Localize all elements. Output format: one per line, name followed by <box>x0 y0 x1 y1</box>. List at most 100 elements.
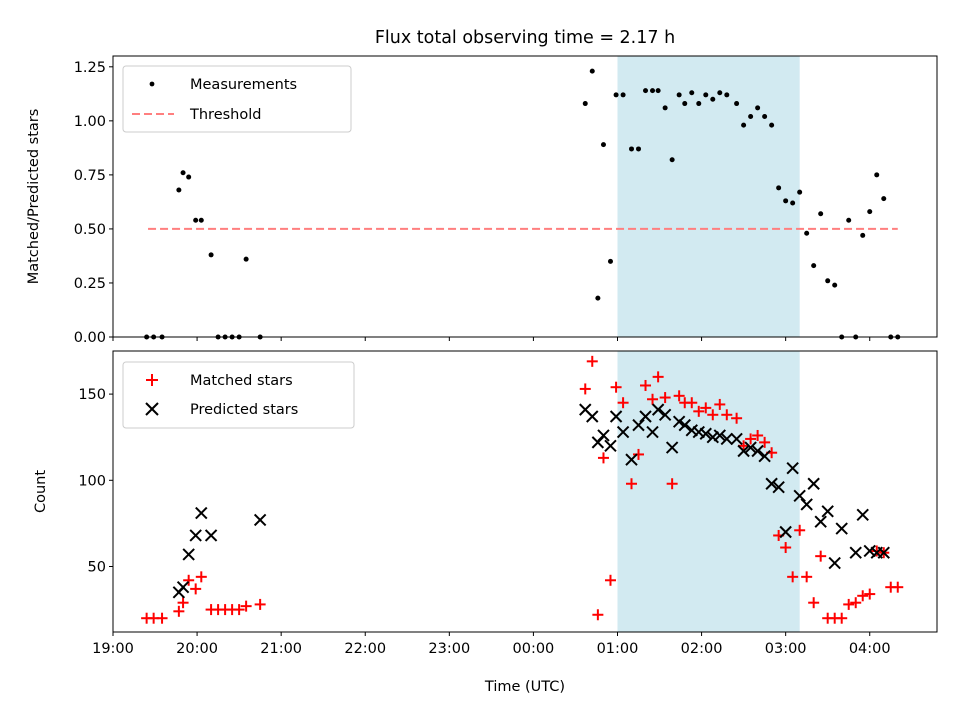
matched-point <box>850 597 862 609</box>
predicted-point <box>253 513 267 527</box>
matched-point <box>721 409 733 421</box>
matched-point <box>752 429 764 441</box>
predicted-point <box>744 441 757 454</box>
y-tick-label: 100 <box>78 473 106 489</box>
bottom-panel: 50 100 150 19:00 20:00 21:00 22:00 23:00 00:00 0… <box>33 350 938 695</box>
matched-point <box>759 436 771 448</box>
bottom-points <box>141 355 904 624</box>
top-axes-frame <box>112 55 938 338</box>
bottom-ylabel: Count <box>33 470 49 513</box>
matched-point <box>808 597 820 609</box>
legend-predicted-label: Predicted stars <box>190 402 298 418</box>
matched-point <box>592 609 604 621</box>
predicted-point <box>204 529 218 542</box>
measurement-point <box>734 101 740 107</box>
measurement-point <box>655 88 661 94</box>
measurement-point <box>243 256 249 262</box>
matched-point <box>604 574 616 586</box>
measurement-point <box>818 211 824 217</box>
measurement-point <box>755 105 761 111</box>
legend-matched-label: Matched stars <box>190 373 293 389</box>
predicted-point <box>616 425 630 439</box>
measurement-point <box>797 189 803 195</box>
x-tick-label: 00:00 <box>513 641 555 657</box>
matched-point <box>745 433 757 445</box>
measurement-point <box>636 146 642 152</box>
predicted-point <box>737 444 750 458</box>
measurement-point <box>689 90 695 96</box>
x-tick-label: 22:00 <box>344 641 386 657</box>
matched-point <box>871 545 883 557</box>
y-tick-label: 50 <box>88 559 106 575</box>
measurement-point <box>769 122 775 128</box>
matched-point <box>617 397 629 409</box>
predicted-point <box>176 580 190 594</box>
x-tick-label: 01:00 <box>597 641 639 657</box>
predicted-point <box>665 441 679 454</box>
top-panel: 0.00 0.25 0.50 0.75 1.00 1.25 Matched/Predict… <box>26 55 938 346</box>
measurement-point <box>804 230 810 236</box>
measurement-point <box>860 232 866 238</box>
measurement-point <box>682 101 688 107</box>
predicted-point <box>713 429 726 442</box>
matched-point <box>673 390 685 402</box>
matched-point <box>173 605 185 617</box>
predicted-point <box>877 546 890 559</box>
y-tick-label: 1.25 <box>74 60 106 76</box>
measurement-point <box>613 92 619 98</box>
measurement-point <box>790 200 796 206</box>
matched-point <box>815 550 827 562</box>
predicted-point <box>807 477 820 490</box>
y-tick-label: 0.50 <box>74 222 106 238</box>
y-tick-label: 1.00 <box>74 114 106 130</box>
predicted-point <box>672 415 686 428</box>
measurement-point <box>176 187 182 193</box>
measurement-point <box>825 278 831 284</box>
matched-point <box>640 379 652 391</box>
matched-point <box>610 381 622 393</box>
legend-threshold-label: Threshold <box>189 107 261 123</box>
x-tick-label: 19:00 <box>92 641 134 657</box>
matched-point <box>183 574 195 586</box>
predicted-point <box>639 410 652 423</box>
predicted-point <box>720 432 734 446</box>
legend-measurements-label: Measurements <box>190 77 297 93</box>
matched-point <box>843 598 855 610</box>
matched-point <box>156 612 168 624</box>
predicted-point <box>609 410 623 423</box>
predicted-point <box>678 418 691 432</box>
top-xticks <box>112 337 871 341</box>
predicted-point <box>828 556 841 570</box>
measurement-point <box>607 258 613 264</box>
matched-point <box>647 393 659 405</box>
matched-point <box>190 583 202 595</box>
matched-point <box>707 409 719 421</box>
measurement-point <box>846 217 852 223</box>
measurement-point <box>867 209 873 215</box>
measurement-point <box>741 122 747 128</box>
matched-point <box>586 355 598 367</box>
predicted-point <box>625 453 638 466</box>
matched-point <box>794 524 806 536</box>
measurement-point <box>832 282 838 288</box>
measurement-point <box>600 142 606 148</box>
top-ylabel: Matched/Predicted stars <box>26 109 42 285</box>
predicted-point <box>751 444 764 458</box>
matched-point <box>686 397 698 409</box>
matched-point <box>652 371 664 383</box>
bottom-legend: Matched stars Predicted stars <box>122 361 355 429</box>
matched-point <box>801 571 813 583</box>
matched-point <box>195 571 207 583</box>
predicted-point <box>800 498 813 511</box>
measurement-point <box>748 114 754 120</box>
predicted-point <box>632 418 645 432</box>
predicted-point <box>758 449 771 463</box>
bottom-span <box>617 351 800 632</box>
matched-point <box>177 597 189 609</box>
measurement-point <box>595 295 601 301</box>
predicted-point <box>195 506 208 520</box>
predicted-point <box>772 480 785 494</box>
y-tick-label: 0.25 <box>74 276 106 292</box>
matched-point <box>714 398 726 410</box>
